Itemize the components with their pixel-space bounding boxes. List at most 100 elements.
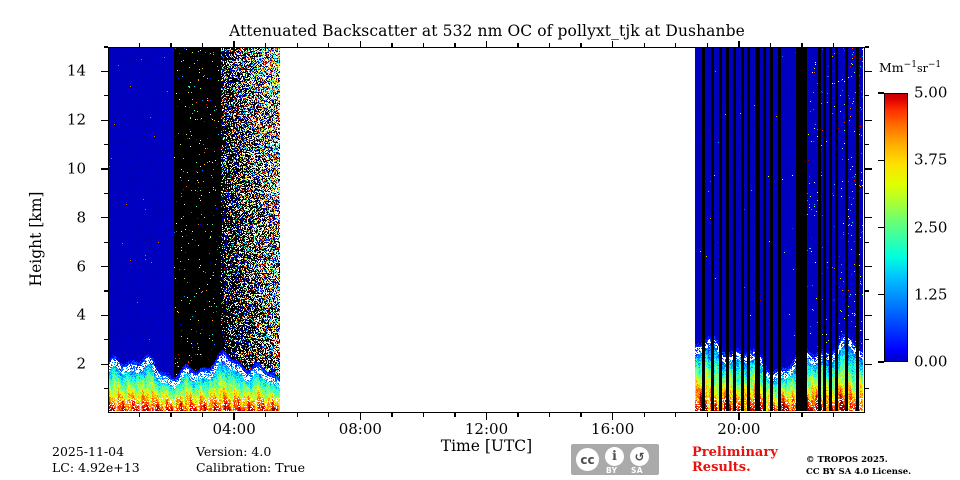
y-tick-minor: [104, 339, 108, 341]
x-tick-minor: [832, 413, 835, 417]
y-tick-major: [101, 265, 108, 268]
x-tick-minor: [422, 413, 425, 417]
x-tick-minor-top: [201, 43, 204, 47]
x-tick-minor: [296, 413, 298, 417]
y-tick-minor-right: [865, 143, 869, 146]
x-tick-label: 20:00: [717, 420, 761, 438]
x-tick-minor: [265, 413, 267, 417]
x-tick-minor: [548, 413, 551, 417]
y-tick-major-right: [865, 70, 872, 73]
creative-commons-badge[interactable]: cc ℹ ↺ BY SA: [571, 444, 659, 475]
y-tick-label: 14: [66, 61, 86, 80]
badge-caption-by: BY: [606, 466, 618, 475]
y-tick-minor: [104, 387, 108, 390]
y-tick-label: 6: [76, 257, 86, 276]
preliminary-results-notice: Preliminary Results.: [692, 445, 778, 475]
x-tick-minor-top: [548, 43, 551, 47]
x-tick-minor-top: [296, 43, 298, 47]
y-tick-label: 10: [66, 159, 86, 178]
x-tick-major-top: [611, 41, 614, 47]
x-tick-major-top: [485, 41, 488, 47]
x-tick-label: 16:00: [591, 420, 635, 438]
y-tick-major: [101, 314, 108, 317]
x-tick-minor-top: [643, 43, 645, 47]
y-tick-major-right: [865, 363, 872, 365]
x-tick-minor-top: [454, 43, 456, 47]
x-tick-minor: [517, 413, 519, 417]
x-tick-minor: [138, 413, 141, 417]
y-tick-major: [101, 363, 108, 365]
x-tick-major: [359, 413, 362, 420]
colorbar-tick-label: 5.00: [914, 83, 948, 102]
badge-caption-sa: SA: [631, 466, 643, 475]
share-alike-icon: ↺: [630, 447, 649, 466]
y-tick-minor: [104, 143, 108, 146]
x-tick-minor-top: [769, 43, 772, 47]
colorbar-tick: [878, 294, 884, 296]
x-tick-major-top: [738, 41, 740, 47]
y-axis-label: Height [km]: [27, 191, 45, 287]
x-tick-minor-top: [138, 43, 141, 47]
x-axis-label: Time [UTC]: [440, 437, 533, 455]
y-tick-minor-right: [865, 290, 869, 292]
x-tick-minor-top: [265, 43, 267, 47]
x-tick-minor: [391, 413, 393, 417]
colorbar-tick-label: 0.00: [914, 352, 948, 371]
colorbar-tick: [878, 92, 884, 94]
y-tick-major-right: [865, 265, 872, 268]
y-tick-minor-right: [865, 387, 869, 390]
colorbar-unit-label: Mm−1sr−1: [879, 60, 942, 76]
y-tick-minor-right: [865, 95, 869, 97]
colorbar-tick: [878, 159, 884, 161]
footer-calibration: Calibration: True: [196, 460, 305, 475]
colorbar-tick: [878, 361, 884, 363]
x-tick-minor: [706, 413, 708, 417]
x-tick-minor-top: [580, 43, 582, 47]
x-tick-minor: [201, 413, 204, 417]
y-tick-label: 12: [66, 110, 86, 129]
cc-icon: cc: [576, 448, 599, 471]
x-tick-minor: [328, 413, 330, 417]
x-tick-major-top: [359, 41, 362, 47]
x-tick-major-top: [233, 41, 235, 47]
x-tick-minor-top: [706, 43, 708, 47]
colorbar-tick: [878, 226, 884, 229]
y-tick-major-right: [865, 168, 872, 170]
preliminary-line-1: Preliminary: [692, 445, 778, 460]
x-tick-minor: [675, 413, 677, 417]
y-tick-minor-right: [865, 339, 869, 341]
y-tick-major: [101, 119, 108, 121]
copyright-line-2: CC BY SA 4.0 License.: [806, 466, 912, 477]
plot-axes-area[interactable]: [108, 47, 865, 413]
colorbar[interactable]: [884, 93, 908, 362]
x-tick-major: [485, 413, 488, 420]
y-tick-label: 4: [76, 305, 86, 324]
y-tick-minor: [104, 95, 108, 97]
backscatter-heatmap[interactable]: [109, 48, 863, 411]
y-tick-minor: [104, 192, 108, 195]
x-tick-minor-top: [517, 43, 519, 47]
x-tick-major: [738, 413, 740, 420]
x-tick-minor: [580, 413, 582, 417]
preliminary-line-2: Results.: [692, 460, 751, 475]
copyright-notice: © TROPOS 2025. CC BY SA 4.0 License.: [806, 455, 911, 478]
footer-version-calibration: Version: 4.0 Calibration: True: [196, 444, 305, 476]
y-tick-major-right: [865, 314, 872, 317]
x-tick-minor: [769, 413, 772, 417]
y-tick-minor-right: [865, 192, 869, 195]
x-tick-minor: [170, 413, 172, 417]
x-tick-minor: [801, 413, 803, 417]
x-tick-minor-top: [675, 43, 677, 47]
footer-date-lc: 2025-11-04 LC: 4.92e+13: [52, 444, 140, 476]
x-tick-label: 08:00: [338, 420, 382, 438]
y-tick-major-right: [865, 119, 872, 121]
x-tick-minor: [643, 413, 645, 417]
y-tick-minor: [104, 46, 108, 48]
footer-date: 2025-11-04: [52, 444, 125, 459]
x-tick-minor-top: [328, 43, 330, 47]
x-tick-label: 12:00: [464, 420, 509, 438]
y-tick-major: [101, 217, 108, 219]
copyright-line-1: © TROPOS 2025.: [806, 455, 888, 465]
x-tick-minor-top: [170, 43, 172, 47]
x-tick-minor-top: [801, 43, 803, 47]
